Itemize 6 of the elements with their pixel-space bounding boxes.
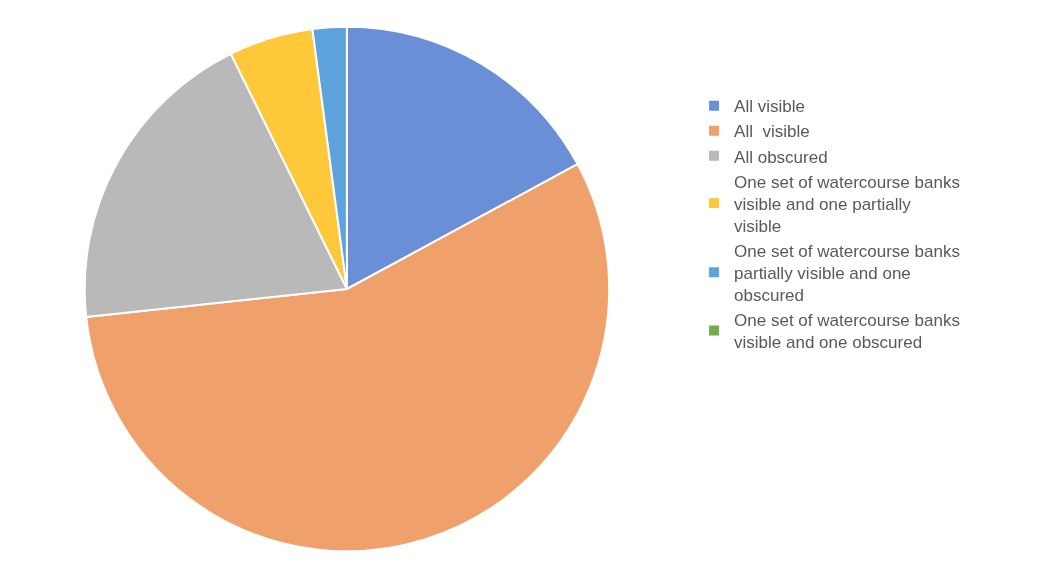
legend-label: All visible <box>734 122 810 142</box>
legend-label: One set of watercourse banks partially visible and one obscured <box>734 241 960 306</box>
legend-label: One set of watercourse banks visible and one obscured <box>734 311 960 353</box>
legend-label: All visible <box>734 97 805 117</box>
legend-label: All obscured <box>734 147 828 167</box>
legend-label: One set of watercourse banks visible and one partially visible <box>734 172 960 236</box>
